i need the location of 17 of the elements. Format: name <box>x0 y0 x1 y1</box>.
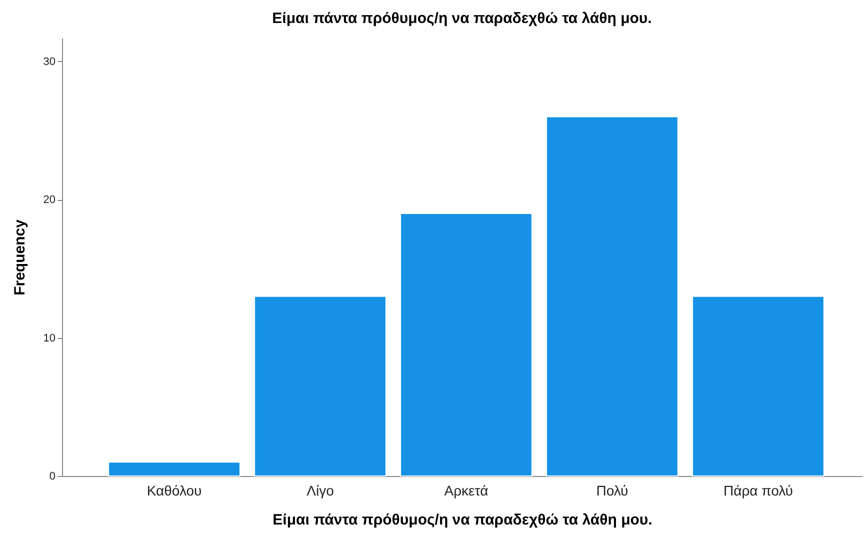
x-tick-label: Λίγο <box>306 482 334 498</box>
y-tick-label: 10 <box>43 332 56 344</box>
bar <box>254 296 386 476</box>
y-axis-title: Frequency <box>11 218 28 296</box>
x-tick-label: Πάρα πολύ <box>723 482 793 498</box>
bar <box>546 116 678 476</box>
y-tick-label: 30 <box>43 56 56 68</box>
x-tick-label: Καθόλου <box>146 482 202 498</box>
bar <box>108 462 240 476</box>
y-tick-label: 20 <box>43 194 56 206</box>
y-tick-label: 0 <box>49 470 56 482</box>
x-tick-label: Αρκετά <box>444 482 488 498</box>
bar <box>400 212 532 476</box>
bar <box>692 296 824 476</box>
x-axis-title: Είμαι πάντα πρόθυμος/η να παραδεχθώ τα λάθη μου. <box>272 512 652 528</box>
chart-title: Είμαι πάντα πρόθυμος/η να παραδεχθώ τα λάθη μου. <box>272 10 652 27</box>
x-tick-label: Πολύ <box>596 482 628 498</box>
